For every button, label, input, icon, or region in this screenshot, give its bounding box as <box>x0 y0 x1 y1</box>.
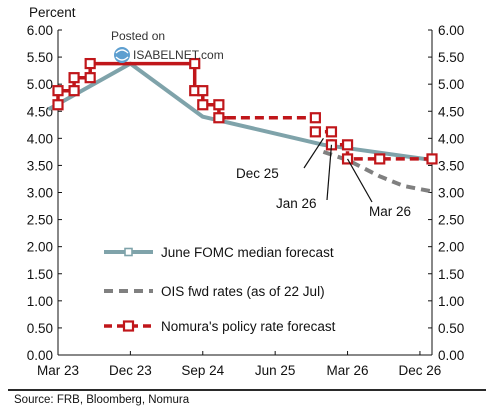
x-tick-label: Mar 23 <box>37 363 79 378</box>
annotation-label: Mar 26 <box>369 204 411 219</box>
axes: Percent 0.00 0.00 0.50 0.50 1.00 1.00 1.50 1.50 2… <box>27 5 465 378</box>
y-tick-label: 3.00 <box>27 186 53 201</box>
x-tick-label: Jun 25 <box>255 363 296 378</box>
nomura-marker <box>213 99 225 111</box>
nomura-marker <box>341 139 354 151</box>
y-tick-label-right: 1.50 <box>438 267 464 282</box>
y-tick-label: 1.00 <box>27 294 53 309</box>
nomura-marker <box>84 57 96 70</box>
source-note: Source: FRB, Bloomberg, Nomura <box>14 394 190 406</box>
x-tick-label: Sep 24 <box>181 363 224 378</box>
legend-label: OIS fwd rates (as of 22 Jul) <box>161 284 325 299</box>
series-ois-line <box>322 150 433 194</box>
nomura-marker <box>374 153 386 165</box>
annotation-pointer <box>303 138 324 169</box>
y-axis-label: Percent <box>29 5 76 20</box>
x-tick-label: Dec 26 <box>399 363 442 378</box>
y-tick-label: 5.50 <box>27 50 53 65</box>
watermark-line2: ISABELNET.com <box>133 48 224 62</box>
legend-label: June FOMC median forecast <box>161 245 334 260</box>
annotation-pointer <box>347 158 373 203</box>
y-tick-label-right: 2.50 <box>438 213 464 228</box>
annotation-pointer <box>326 144 333 201</box>
nomura-marker <box>52 99 64 111</box>
source-rule <box>8 389 486 391</box>
watermark: Posted on ISABELNET.com <box>111 29 224 63</box>
nomura-marker <box>197 99 209 111</box>
nomura-marker <box>325 126 338 138</box>
y-tick-label: 4.00 <box>27 131 53 146</box>
nomura-marker <box>309 112 321 124</box>
nomura-marker <box>189 57 201 70</box>
y-tick-label: 6.00 <box>27 23 53 38</box>
nomura-marker <box>68 85 80 97</box>
y-tick-label: 2.00 <box>27 240 53 255</box>
annotations: Dec 25 Jan 26 Mar 26 <box>236 138 411 219</box>
legend-marker-nomura <box>122 320 135 332</box>
y-tick-label-right: 4.00 <box>438 131 464 146</box>
y-tick-label-right: 0.50 <box>438 321 464 336</box>
y-tick-label-right: 6.00 <box>438 23 464 38</box>
y-tick-label-right: 5.50 <box>438 50 464 65</box>
y-tick-label-right: 3.50 <box>438 158 464 173</box>
y-tick-label-right: 3.00 <box>438 186 464 201</box>
legend-marker-fomc <box>124 247 133 257</box>
annotation-label: Dec 25 <box>236 166 279 181</box>
legend: June FOMC median forecast OIS fwd rates (… <box>104 245 336 334</box>
nomura-marker <box>197 85 209 97</box>
nomura-marker <box>52 85 64 97</box>
y-tick-label-right: 1.00 <box>438 294 464 309</box>
y-tick-label-right: 4.50 <box>438 104 464 119</box>
y-tick-label: 3.50 <box>27 158 53 173</box>
nomura-marker <box>213 112 225 124</box>
watermark-line1: Posted on <box>111 29 165 43</box>
annotation-label: Jan 26 <box>276 196 317 211</box>
y-tick-label: 4.50 <box>27 104 53 119</box>
x-tick-label: Mar 26 <box>327 363 369 378</box>
x-tick-label: Dec 23 <box>109 363 152 378</box>
nomura-marker <box>309 126 321 138</box>
y-tick-label: 2.50 <box>27 213 53 228</box>
y-tick-label-right: 0.00 <box>438 348 464 363</box>
nomura-marker <box>84 72 96 84</box>
y-tick-label: 5.00 <box>27 77 53 92</box>
y-tick-label: 0.50 <box>27 321 53 336</box>
series-fomc-line <box>48 61 434 162</box>
nomura-marker <box>426 153 438 165</box>
y-tick-label-right: 5.00 <box>438 77 464 92</box>
y-tick-label-right: 2.00 <box>438 240 464 255</box>
legend-label: Nomura's policy rate forecast <box>161 319 336 334</box>
nomura-marker <box>68 72 80 84</box>
y-tick-label: 0.00 <box>27 348 53 363</box>
y-tick-label: 1.50 <box>27 267 53 282</box>
